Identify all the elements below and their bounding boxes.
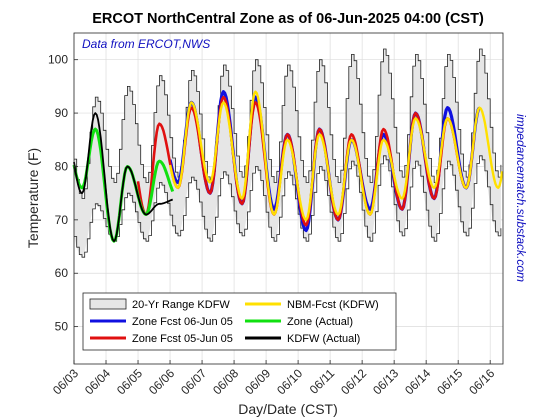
y-axis-ticks: 50 60 70 80 90 100: [48, 53, 78, 334]
y-tick-label: 60: [55, 266, 69, 280]
series-line-4: [73, 112, 174, 243]
y-tick-label: 100: [48, 53, 68, 67]
y-axis-label: Temperature (F): [25, 148, 41, 248]
series-line-1: [136, 95, 476, 227]
y-tick-label: 70: [55, 213, 69, 227]
range-band-lower-edge: [74, 155, 502, 258]
range-band-layer: [74, 48, 502, 258]
series-line-2: [168, 90, 504, 222]
legend: 20-Yr Range KDFW NBM-Fcst (KDFW) Zone Fcst…: [82, 292, 397, 351]
legend-box: [82, 292, 397, 351]
legend-label: Zone Fcst 05-Jun 05: [132, 333, 233, 345]
legend-label: KDFW (Actual): [287, 333, 360, 345]
watermark-text: impedancematch.substack.com: [514, 114, 528, 282]
legend-items: 20-Yr Range KDFW NBM-Fcst (KDFW) Zone Fcst…: [89, 298, 379, 345]
range-band-upper-edge: [74, 48, 502, 199]
source-note: Data from ERCOT,NWS: [82, 37, 210, 51]
legend-label: Zone (Actual): [287, 316, 353, 328]
range-band-fill: [74, 49, 501, 258]
chart-title: ERCOT NorthCentral Zone as of 06-Jun-202…: [92, 11, 484, 27]
legend-label: Zone Fcst 06-Jun 05: [132, 316, 233, 328]
y-tick-label: 80: [55, 159, 69, 173]
y-tick-label: 50: [55, 320, 69, 334]
x-axis-label: Day/Date (CST): [238, 401, 338, 417]
series-layer: [72, 90, 504, 243]
plot-frame: [73, 32, 504, 365]
y-tick-label: 90: [55, 106, 69, 120]
legend-label: 20-Yr Range KDFW: [132, 299, 230, 311]
legend-swatch: [89, 298, 127, 310]
legend-label: NBM-Fcst (KDFW): [287, 299, 379, 311]
